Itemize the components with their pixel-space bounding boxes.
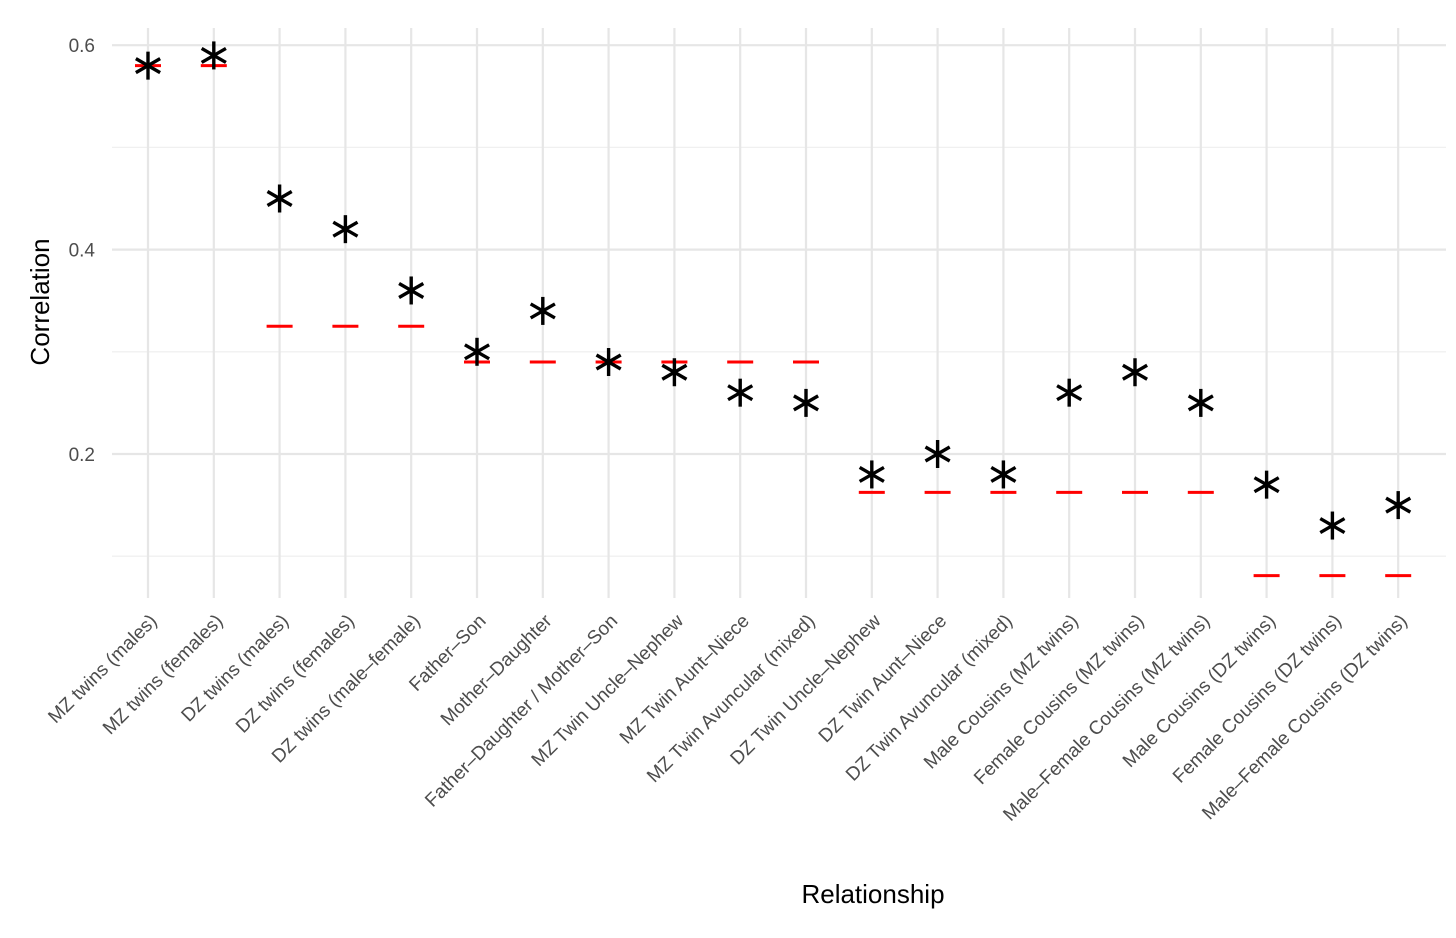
reference-dashes [135,64,1412,578]
data-point [595,348,622,377]
x-tick-label: MZ Twin Aunt–Niece [616,611,754,749]
data-point [924,440,951,468]
x-axis-title: Relationship [801,879,944,909]
data-point [266,184,293,213]
data-point [200,41,227,70]
x-tick-label: MZ twins (males) [44,611,161,728]
x-tick-label: DZ twins (females) [232,611,359,738]
y-axis-title: Correlation [25,238,55,365]
data-points [135,41,1412,540]
data-point [1187,388,1214,417]
x-tick-label: MZ twins (females) [99,611,227,739]
y-tick-label: 0.4 [69,241,96,262]
data-point [661,358,688,387]
data-point [332,215,359,244]
y-tick-labels: 0.2 0.4 0.6 [69,36,96,466]
y-tick-label: 0.6 [69,36,95,57]
y-tick-label: 0.2 [69,445,95,466]
data-point [529,296,556,325]
data-point [1253,470,1280,499]
data-point [1319,511,1346,540]
grid-lines [112,28,1446,598]
x-tick-label: Mother–Daughter [437,610,557,730]
data-point [858,460,885,489]
x-tick-label: DZ Twin Aunt–Niece [815,611,951,747]
data-point [727,378,754,407]
data-point [398,276,425,305]
data-point [990,460,1017,489]
x-tick-labels: MZ twins (males)MZ twins (females)DZ twi… [44,610,1411,825]
data-point [464,337,490,366]
data-point [1122,358,1148,387]
data-point [135,51,161,80]
data-point [1056,378,1083,407]
data-point [1385,491,1412,520]
data-point [793,388,819,417]
